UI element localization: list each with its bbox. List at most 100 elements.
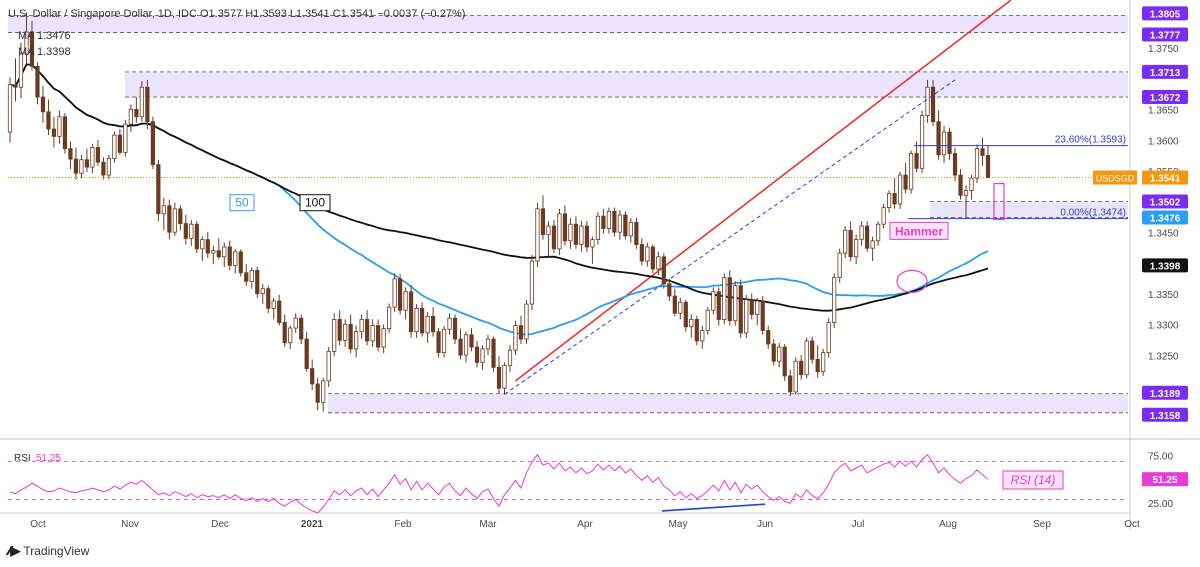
rsi-legend-box <box>1002 470 1064 490</box>
candle-body <box>24 31 29 55</box>
candle-body <box>57 116 62 137</box>
candle-body <box>117 134 122 153</box>
candle-body <box>584 225 590 248</box>
candle-body <box>496 366 502 389</box>
candle-body <box>782 346 787 377</box>
candle-body <box>354 331 359 350</box>
candle-body <box>760 300 765 331</box>
candle-body <box>958 174 963 196</box>
candle-body <box>227 246 232 266</box>
candle-body <box>524 303 529 340</box>
candle-body <box>304 338 309 369</box>
ma-100-label-box <box>299 194 331 212</box>
candle-body <box>886 193 892 209</box>
candle-body <box>727 277 732 322</box>
candle-body <box>810 340 815 360</box>
candle-body <box>579 225 584 245</box>
ma-50-label: 50 <box>235 196 249 210</box>
candle-body <box>766 330 771 345</box>
candle-body <box>908 153 914 190</box>
candle-body <box>29 31 35 67</box>
candle-body <box>485 338 491 350</box>
trendline <box>514 0 1012 382</box>
candle-body <box>513 325 518 351</box>
candle-body <box>161 205 166 215</box>
rsi-badge-box <box>1142 472 1188 487</box>
price-label-box <box>1142 90 1188 105</box>
candle-body <box>711 291 716 311</box>
candle-body <box>134 108 139 118</box>
candle-body <box>150 121 155 166</box>
candle-body <box>271 300 276 309</box>
candle-body <box>716 291 721 320</box>
candle-body <box>683 301 688 328</box>
candle-body <box>13 84 18 88</box>
ma-100-label: 100 <box>305 196 325 210</box>
candle-body <box>826 322 831 354</box>
candle-body <box>700 330 705 342</box>
rsi-title: RSI <box>14 453 31 464</box>
price-label-box <box>1142 27 1188 42</box>
candle-body <box>480 348 485 363</box>
candle-body <box>738 285 743 334</box>
candle-body <box>546 225 551 236</box>
candle-body <box>145 86 150 123</box>
candle-body <box>656 256 661 270</box>
candle-body <box>381 328 386 348</box>
candle-body <box>848 229 853 258</box>
price-label-box <box>1142 258 1188 273</box>
candle-body <box>90 147 95 168</box>
time-tick-label: Sep <box>1033 519 1051 530</box>
candle-body <box>985 155 991 178</box>
time-tick-label: Dec <box>211 519 229 530</box>
candle-body <box>463 334 469 356</box>
tradingview-logo[interactable]: ⁄⁄▶ TradingView <box>8 543 89 559</box>
rsi-tick-label: 75.00 <box>1148 452 1173 463</box>
time-tick-label: Nov <box>121 519 139 530</box>
candle-body <box>799 360 804 376</box>
time-tick-label: May <box>669 519 688 530</box>
candle-body <box>897 174 903 205</box>
time-tick-label: Mar <box>479 519 497 530</box>
rsi-divergence-line <box>661 503 766 512</box>
candle-body <box>952 153 958 176</box>
candle-body <box>194 223 199 250</box>
candle-body <box>183 223 188 239</box>
candle-body <box>969 177 974 191</box>
candle-body <box>101 161 106 176</box>
ma-100-line <box>9 63 989 312</box>
candle-body <box>595 215 601 240</box>
candle-body <box>590 239 595 248</box>
candle-body <box>919 115 925 169</box>
candle-body <box>914 153 919 169</box>
candle-body <box>672 295 677 314</box>
candle-body <box>540 208 546 236</box>
candle-body <box>793 360 798 393</box>
candle-body <box>326 350 331 382</box>
candle-body <box>112 134 117 159</box>
candle-body <box>502 365 507 389</box>
candle-body <box>963 190 969 196</box>
price-label: 1.3502 <box>1150 197 1181 208</box>
price-tick-label: 1.3450 <box>1148 228 1179 239</box>
price-tick-label: 1.3250 <box>1148 351 1179 362</box>
candle-body <box>343 323 348 341</box>
candle-body <box>568 223 573 242</box>
candle-body <box>458 338 463 356</box>
candle-body <box>172 208 177 233</box>
price-label-box <box>1142 407 1188 422</box>
candle-body <box>551 225 557 250</box>
price-label: 1.3805 <box>1150 9 1181 20</box>
candle-body <box>46 111 51 130</box>
candle-body <box>35 65 40 98</box>
ma2-value: MA 1.3398 <box>18 46 71 58</box>
rsi-tick-label: 25.00 <box>1148 499 1173 510</box>
candle-body <box>123 123 128 153</box>
candle-body <box>705 309 710 331</box>
candle-body <box>491 338 496 368</box>
time-tick-label: Aug <box>939 519 957 530</box>
price-label: 1.3189 <box>1150 389 1181 400</box>
time-tick-label: Oct <box>30 519 46 530</box>
candle-body <box>233 251 238 266</box>
candle-body <box>392 278 397 308</box>
